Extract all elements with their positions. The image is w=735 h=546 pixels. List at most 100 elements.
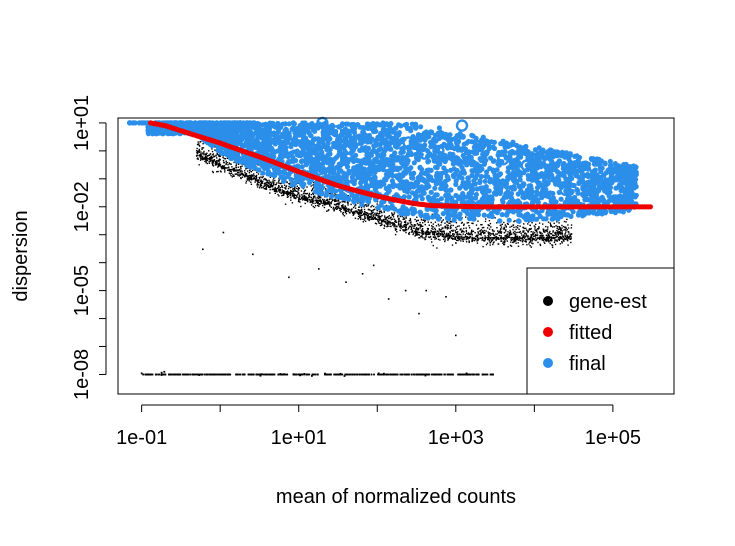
gene-est-point bbox=[278, 184, 280, 187]
gene-est-point bbox=[560, 236, 562, 238]
gene-est-point bbox=[505, 230, 507, 232]
gene-est-point bbox=[529, 245, 531, 247]
gene-est-point bbox=[412, 225, 414, 227]
gene-est-point bbox=[432, 232, 434, 234]
gene-est-point bbox=[212, 154, 214, 156]
gene-est-point bbox=[208, 373, 211, 376]
gene-est-point bbox=[410, 228, 413, 230]
gene-est-point bbox=[522, 235, 525, 237]
gene-est-point bbox=[446, 373, 449, 376]
gene-est-point bbox=[483, 373, 486, 376]
gene-est-point bbox=[323, 202, 325, 204]
gene-est-point bbox=[252, 178, 254, 180]
gene-est-point bbox=[488, 228, 491, 230]
gene-est-point bbox=[532, 238, 534, 241]
gene-est-point bbox=[247, 175, 250, 177]
gene-est-point bbox=[272, 184, 274, 187]
gene-est-point bbox=[200, 157, 202, 160]
final-point bbox=[497, 171, 503, 177]
gene-est-point bbox=[561, 230, 563, 232]
gene-est-point bbox=[477, 231, 479, 233]
gene-est-point bbox=[325, 202, 328, 204]
gene-est-point bbox=[530, 231, 532, 233]
gene-est-point bbox=[492, 238, 494, 240]
gene-est-point bbox=[538, 226, 540, 228]
gene-est-point bbox=[370, 215, 372, 217]
gene-est-point bbox=[374, 222, 377, 224]
gene-est-point bbox=[536, 228, 539, 230]
gene-est-point bbox=[200, 154, 202, 156]
gene-est-point bbox=[357, 211, 359, 213]
gene-est-point bbox=[540, 231, 542, 234]
gene-est-point bbox=[354, 205, 356, 207]
gene-est-point bbox=[343, 215, 346, 217]
gene-est-point bbox=[269, 184, 271, 187]
gene-est-point bbox=[422, 225, 424, 227]
gene-est-point bbox=[218, 163, 221, 165]
gene-est-point bbox=[486, 373, 489, 376]
gene-est-point bbox=[246, 178, 248, 180]
gene-est-point bbox=[269, 189, 271, 191]
gene-est-point bbox=[293, 193, 296, 196]
gene-est-point bbox=[534, 228, 536, 230]
gene-est-point bbox=[516, 227, 519, 229]
gene-est-point bbox=[500, 232, 502, 234]
gene-est-point bbox=[305, 193, 308, 195]
gene-est-point bbox=[211, 150, 214, 153]
gene-est-point bbox=[424, 237, 426, 239]
gene-est-point bbox=[266, 184, 268, 186]
gene-est-point bbox=[314, 202, 316, 205]
gene-est-point bbox=[397, 218, 400, 220]
gene-est-point bbox=[197, 150, 199, 152]
gene-est-point bbox=[299, 201, 301, 203]
gene-est-point bbox=[255, 178, 258, 180]
gene-est-point bbox=[324, 204, 326, 206]
gene-est-point bbox=[529, 224, 531, 226]
gene-est-point bbox=[465, 227, 467, 229]
gene-est-point bbox=[464, 234, 467, 236]
gene-est-point bbox=[197, 157, 199, 159]
gene-est-point bbox=[547, 238, 550, 241]
final-point bbox=[451, 217, 457, 223]
gene-est-point bbox=[251, 174, 254, 176]
gene-est-point bbox=[205, 160, 207, 162]
gene-est-point bbox=[255, 179, 257, 182]
final-point bbox=[402, 122, 408, 128]
gene-est-point bbox=[270, 183, 272, 185]
final-point bbox=[320, 136, 326, 142]
gene-est-point bbox=[230, 174, 232, 177]
gene-est-point bbox=[455, 242, 457, 244]
gene-est-point bbox=[267, 182, 270, 184]
gene-est-point bbox=[492, 243, 494, 246]
gene-est-point bbox=[530, 235, 533, 238]
gene-est-point bbox=[510, 239, 513, 241]
gene-est-point bbox=[490, 240, 492, 243]
gene-est-point bbox=[191, 373, 194, 376]
gene-est-point bbox=[405, 215, 407, 217]
gene-est-point bbox=[458, 239, 460, 241]
gene-est-point bbox=[534, 226, 536, 228]
gene-est-point bbox=[399, 229, 401, 232]
gene-est-point bbox=[170, 373, 173, 376]
gene-est-point bbox=[449, 222, 451, 224]
gene-est-point bbox=[327, 201, 329, 204]
gene-est-point bbox=[460, 222, 463, 224]
gene-est-point bbox=[436, 373, 439, 376]
gene-est-point bbox=[364, 215, 366, 217]
gene-est-point bbox=[508, 232, 510, 234]
gene-est-point bbox=[548, 236, 550, 238]
gene-est-point bbox=[395, 225, 397, 228]
gene-est-point bbox=[519, 236, 521, 238]
gene-est-point bbox=[254, 175, 257, 178]
gene-est-point bbox=[390, 373, 393, 376]
gene-est-point bbox=[360, 210, 362, 212]
gene-est-point bbox=[196, 147, 198, 150]
gene-est-point bbox=[287, 187, 290, 190]
gene-est-point bbox=[543, 238, 546, 241]
gene-est-point bbox=[515, 234, 517, 236]
gene-est-point bbox=[514, 238, 517, 240]
gene-est-point bbox=[539, 243, 541, 246]
gene-est-point bbox=[400, 223, 402, 225]
gene-est-point bbox=[410, 228, 412, 231]
gene-est-point bbox=[557, 230, 559, 233]
